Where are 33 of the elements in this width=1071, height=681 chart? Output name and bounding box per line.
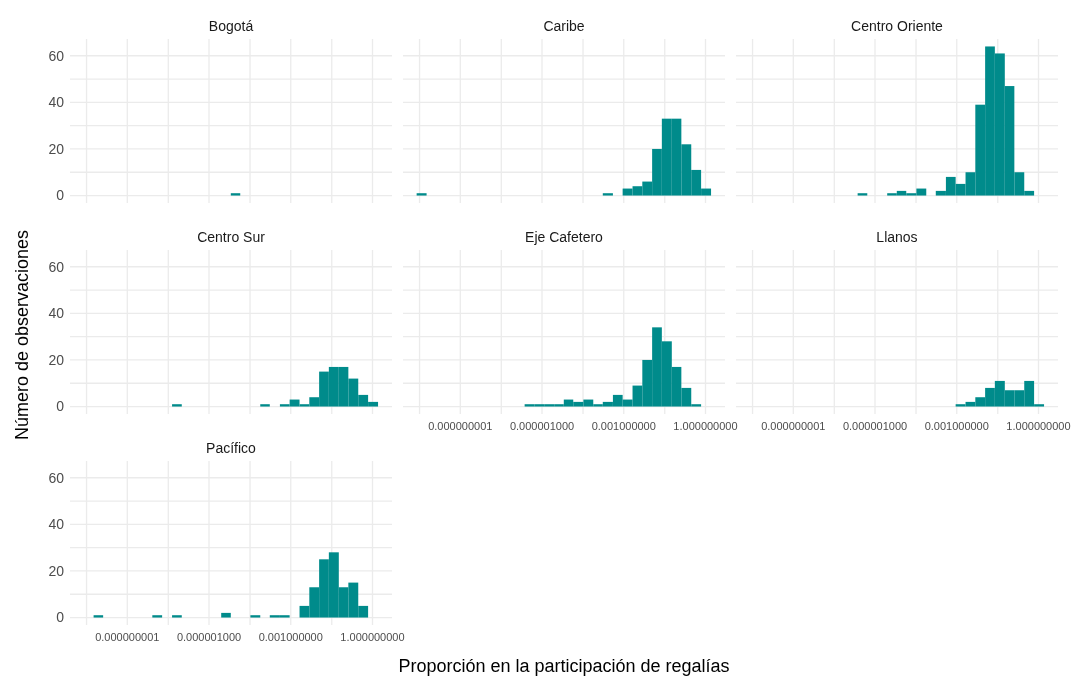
y-axis-title: Número de observaciones [12,229,32,441]
x-tick-label: 0.000000001 [95,631,160,643]
chart-title: Centro Oriente [851,18,944,34]
x-tick-label: 0.000001000 [842,420,908,432]
x-tick-label: 0.000001000 [176,631,242,643]
y-tick-label: 60 [48,469,65,486]
chart-title: Bogotá [208,18,254,34]
chart-title: Centro Sur [197,229,266,245]
y-tick-label: 60 [48,258,65,275]
y-tick-label: 40 [48,305,65,322]
y-tick-label: 40 [48,516,65,533]
y-tick-label: 40 [48,94,65,111]
x-tick-label: 0.001000000 [591,420,656,432]
x-tick-label: 1.000000000 [1006,420,1071,432]
x-tick-label: 0.000000001 [761,420,826,432]
chart-title: Llanos [876,229,918,245]
chart-title: Caribe [543,18,585,34]
y-tick-label: 20 [48,562,65,579]
x-tick-label: 1.000000000 [673,420,738,432]
y-tick-label: 20 [48,140,65,157]
y-tick-label: 0 [56,187,65,204]
y-tick-label: 60 [48,47,65,64]
x-tick-label: 0.001000000 [924,420,989,432]
y-tick-label: 0 [56,398,65,415]
y-tick-label: 20 [48,351,65,368]
x-tick-label: 0.000000001 [428,420,493,432]
x-tick-label: 1.000000000 [340,631,405,643]
chart-title: Eje Cafetero [525,229,604,245]
chart-title: Pacífico [206,440,257,456]
y-tick-label: 0 [56,609,65,626]
x-tick-label: 0.001000000 [258,631,323,643]
x-tick-label: 0.000001000 [509,420,575,432]
x-axis-title: Proporción en la participación de regalías [398,656,730,676]
